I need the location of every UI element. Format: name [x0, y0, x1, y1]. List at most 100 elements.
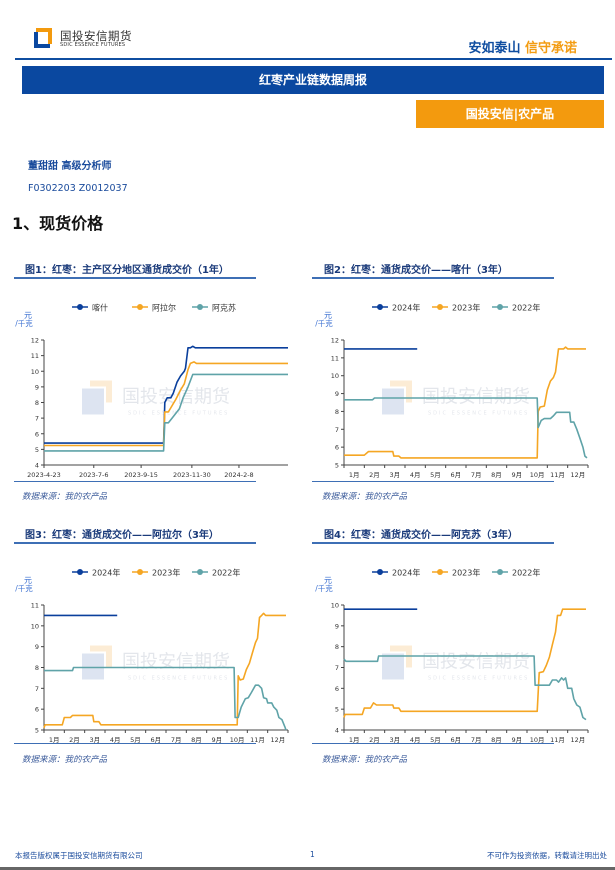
series-line [44, 345, 288, 444]
figure-3-bottom-rule [14, 743, 256, 744]
series-line [344, 346, 586, 459]
footer-divider [0, 867, 615, 870]
slogan: 安如泰山 信守承诺 [468, 37, 577, 56]
svg-text:国投安信期货: 国投安信期货 [422, 652, 530, 673]
svg-text:12月: 12月 [570, 736, 585, 744]
svg-text:8: 8 [35, 399, 39, 407]
svg-text:SDIC ESSENCE FUTURES: SDIC ESSENCE FUTURES [128, 676, 229, 682]
svg-text:3月: 3月 [390, 736, 401, 744]
svg-text:10: 10 [331, 602, 339, 610]
svg-text:7月: 7月 [171, 736, 182, 744]
svg-text:元: 元 [24, 311, 32, 320]
svg-text:12月: 12月 [270, 736, 285, 744]
svg-text:10月: 10月 [230, 736, 245, 744]
figure-1-bottom-rule [14, 481, 256, 482]
series-line [344, 397, 588, 459]
svg-text:2月: 2月 [69, 736, 80, 744]
svg-text:4: 4 [35, 462, 39, 470]
series-line [43, 612, 286, 729]
svg-text:9: 9 [335, 390, 339, 398]
svg-text:6月: 6月 [151, 736, 162, 744]
figure-3-title: 图3：红枣：通货成交价——阿拉尔（3年） [25, 530, 219, 541]
svg-text:8: 8 [335, 643, 339, 651]
figure-3-top-rule [14, 542, 256, 544]
svg-text:11: 11 [331, 354, 339, 362]
svg-text:5月: 5月 [430, 471, 441, 479]
svg-text:2022年: 2022年 [212, 568, 240, 578]
svg-text:4月: 4月 [410, 736, 421, 744]
figure-2-top-rule [312, 277, 554, 279]
svg-text:2月: 2月 [369, 736, 380, 744]
slogan-part-a: 安如泰山 [468, 41, 521, 56]
svg-text:元: 元 [24, 576, 32, 585]
svg-text:1月: 1月 [349, 736, 360, 744]
figure-1-top-rule [14, 277, 256, 279]
svg-text:5: 5 [35, 446, 39, 454]
svg-text:9月: 9月 [512, 471, 523, 479]
watermark: 国投安信期货 SDIC ESSENCE FUTURES [82, 645, 230, 682]
category-tag: 国投安信|农产品 [416, 100, 604, 128]
svg-text:2024年: 2024年 [392, 568, 420, 578]
logo-mark-icon [34, 28, 52, 48]
svg-text:9: 9 [335, 622, 339, 630]
svg-text:10: 10 [31, 622, 39, 630]
svg-text:2024-2-8: 2024-2-8 [224, 471, 254, 479]
svg-text:7: 7 [35, 415, 39, 423]
figure-1-title: 图1：红枣：主产区分地区通货成交价（1年） [25, 265, 229, 276]
footer-disclaimer: 不可作为投资依据，转载请注明出处 [487, 851, 607, 860]
figure-4-bottom-rule [312, 743, 554, 744]
svg-text:11月: 11月 [550, 736, 565, 744]
svg-text:8: 8 [35, 664, 39, 672]
svg-text:/千克: /千克 [315, 318, 333, 328]
series-line [44, 666, 287, 731]
svg-text:5月: 5月 [430, 736, 441, 744]
svg-text:2022年: 2022年 [512, 568, 540, 578]
svg-text:12: 12 [331, 337, 339, 345]
svg-text:4: 4 [335, 727, 339, 735]
svg-text:1月: 1月 [49, 736, 60, 744]
section-title: 1、现货价格 [12, 214, 104, 233]
chart-legend: 2024年 2023年 2022年 [72, 568, 240, 578]
svg-text:7: 7 [35, 685, 39, 693]
svg-text:6月: 6月 [451, 471, 462, 479]
chart-legend: 2024年 2023年 2022年 [372, 568, 540, 578]
svg-text:3月: 3月 [390, 471, 401, 479]
svg-text:2023年: 2023年 [152, 568, 180, 578]
svg-text:2024年: 2024年 [92, 568, 120, 578]
series-line [44, 373, 288, 452]
header-divider [15, 58, 612, 60]
svg-text:5: 5 [335, 462, 339, 470]
figure-1-source: 数据来源：我的农产品 [22, 492, 108, 502]
svg-text:9: 9 [35, 383, 39, 391]
svg-text:2月: 2月 [369, 471, 380, 479]
svg-text:6: 6 [35, 430, 39, 438]
svg-text:6月: 6月 [451, 736, 462, 744]
logo-text-cn: 国投安信期货 [60, 29, 132, 43]
figure-2-title: 图2：红枣：通货成交价——喀什（3年） [324, 265, 508, 276]
svg-text:2022年: 2022年 [512, 303, 540, 313]
logo-text-en: SDIC ESSENCE FUTURES [60, 42, 126, 48]
svg-text:元: 元 [324, 311, 332, 320]
svg-text:8月: 8月 [491, 471, 502, 479]
figure-4-source: 数据来源：我的农产品 [322, 755, 408, 765]
svg-text:/千克: /千克 [315, 583, 333, 593]
svg-text:10: 10 [331, 372, 339, 380]
company-logo: 国投安信期货 SDIC ESSENCE FUTURES [32, 26, 152, 52]
svg-text:10: 10 [31, 368, 39, 376]
figure-3-source: 数据来源：我的农产品 [22, 755, 108, 765]
svg-text:5: 5 [35, 727, 39, 735]
svg-text:2023年: 2023年 [452, 303, 480, 313]
chart-3: 国投安信期货 SDIC ESSENCE FUTURES 2024年 2023年 2022… [15, 568, 289, 744]
series-line [44, 361, 288, 447]
analyst-name: 董甜甜 高级分析师 [28, 161, 112, 172]
chart-legend: 喀什 阿拉尔 阿克苏 [72, 303, 236, 313]
analyst-cert: F0302203 Z0012037 [28, 183, 128, 194]
svg-text:2023-7-6: 2023-7-6 [79, 471, 109, 479]
svg-text:10月: 10月 [530, 471, 545, 479]
figure-2-source: 数据来源：我的农产品 [322, 492, 408, 502]
svg-text:9月: 9月 [212, 736, 223, 744]
chart-2: 国投安信期货 SDIC ESSENCE FUTURES 2024年 2023年 2022… [315, 303, 589, 479]
svg-text:4月: 4月 [110, 736, 121, 744]
svg-text:7月: 7月 [471, 471, 482, 479]
